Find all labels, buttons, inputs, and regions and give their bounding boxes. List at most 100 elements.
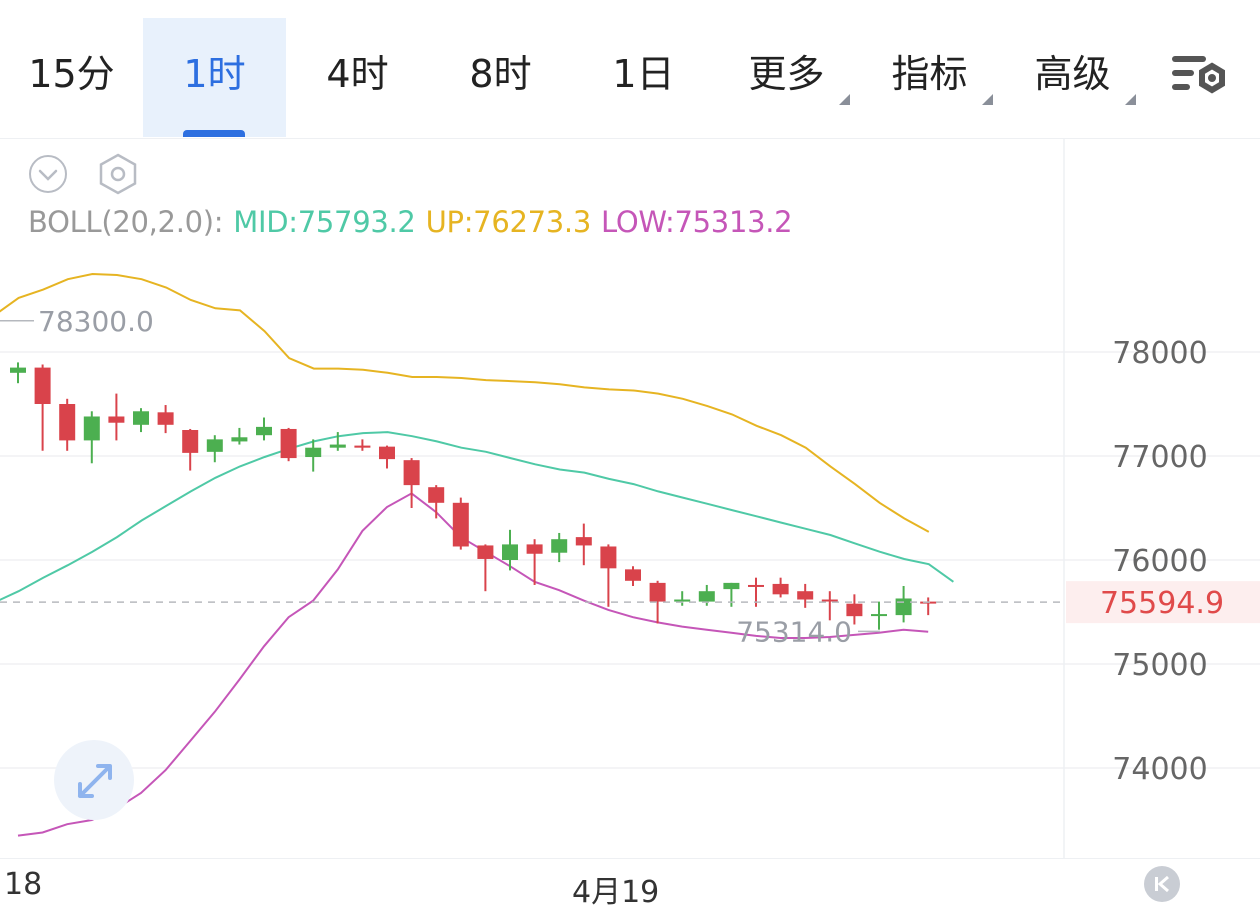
tab-4[interactable]: 1日 [572,18,715,137]
tab-label: 4时 [326,52,389,96]
candle-body [871,614,887,617]
x-axis: 18 4月19 [0,858,1260,910]
chevron-down-icon[interactable] [28,154,68,194]
boll-legend-up: UP:76273.3 [425,205,592,239]
candle-body [502,544,518,560]
price-annotations: 78300.0 75314.0 [0,305,1064,648]
candle [157,405,174,434]
candle-body [674,599,691,602]
y-tick-label: 77000 [1112,440,1207,475]
candle-body [403,460,420,486]
tab-1[interactable]: 1时 [143,18,286,137]
bollinger-bands [0,272,954,837]
candle-body [108,416,125,423]
current-price-tag [1066,581,1260,624]
candle-body [895,598,912,616]
candle [502,529,518,571]
dropdown-triangle-icon [982,94,993,105]
candle-body [157,412,174,425]
candle [280,427,297,462]
candle-body [428,487,445,503]
tab-label: 高级 [1034,52,1111,96]
boll-line-mid [0,431,954,601]
candle-body [133,411,149,425]
tab-label: 15分 [28,52,115,96]
candle-body [256,426,272,436]
candle [871,601,887,630]
candle [428,485,445,519]
chart-settings-icon[interactable] [1168,52,1232,104]
tab-label: 8时 [469,52,532,96]
candle [206,435,223,463]
tab-5[interactable]: 更多 [715,18,858,137]
boll-line-low [17,492,929,837]
candle [846,594,863,625]
candle-body [575,537,592,546]
expand-arrows-icon[interactable] [52,738,136,822]
candle [920,597,937,616]
candle-body [379,446,395,460]
x-axis-label-left: 18 [4,867,43,902]
candle-body [231,437,248,442]
candlestick-chart[interactable]: 78300.0 75314.0 78000 77000 76000 75000 74000… [0,138,1260,858]
tab-label: 更多 [748,52,825,96]
candle-body [34,367,51,404]
timeframe-tab-bar: 15分 1时 4时 8时 1日 更多 指标 高级 [0,0,1260,139]
candle-body [452,502,469,547]
tab-6[interactable]: 指标 [858,18,1001,137]
tab-7[interactable]: 高级 [1001,18,1144,137]
candle-body [698,591,715,602]
y-tick-label: 74000 [1112,752,1207,787]
boll-legend-low: LOW:75313.2 [601,205,793,239]
y-tick-label: 75000 [1112,648,1207,683]
candle [477,544,494,592]
high-annotation-label: 78300.0 [38,305,154,338]
low-annotation-label: 75314.0 [736,615,852,648]
chart-grid [0,138,1260,858]
boll-legend-name: BOLL(20,2.0): [28,205,224,239]
boll-legend: BOLL(20,2.0): MID:75793.2 UP:76273.3 LOW:75… [28,205,802,239]
candle [256,417,272,441]
candle-body [723,582,740,590]
candle [354,439,371,451]
candle [772,577,789,598]
hexagon-icon[interactable] [96,152,140,196]
y-axis: 78000 77000 76000 75000 74000 75594.9 [1066,336,1260,787]
candle-body [477,545,494,559]
boll-line-up [0,272,930,533]
current-price-label: 75594.9 [1100,586,1224,621]
tab-0[interactable]: 15分 [0,18,143,137]
tab-2[interactable]: 4时 [286,18,429,137]
candle [59,398,76,451]
candle [723,582,740,607]
active-tab-indicator [183,130,245,137]
candle [10,362,26,384]
candle [575,523,592,566]
candle [600,544,617,607]
dropdown-triangle-icon [839,94,850,105]
candle-body [649,582,666,602]
candles [10,362,937,630]
skip-back-icon[interactable] [1144,866,1180,902]
candle [329,432,346,451]
candle [83,411,100,464]
y-tick-label: 78000 [1112,336,1207,371]
x-axis-label-date: 4月19 [572,875,660,910]
candle [452,497,469,550]
candle [305,439,322,472]
candle [182,428,199,471]
candle-body [329,444,346,448]
candle [674,591,691,606]
candle-body [846,603,863,617]
candle [133,408,149,433]
candle-body [10,367,26,373]
tab-label: 1时 [183,52,246,96]
candle-body [59,404,76,441]
candle [551,532,568,563]
candle [821,591,838,621]
dropdown-triangle-icon [1125,94,1136,105]
tab-3[interactable]: 8时 [429,18,572,137]
tab-label: 1日 [612,52,675,96]
candle-body [182,430,199,453]
candle-body [354,445,371,448]
